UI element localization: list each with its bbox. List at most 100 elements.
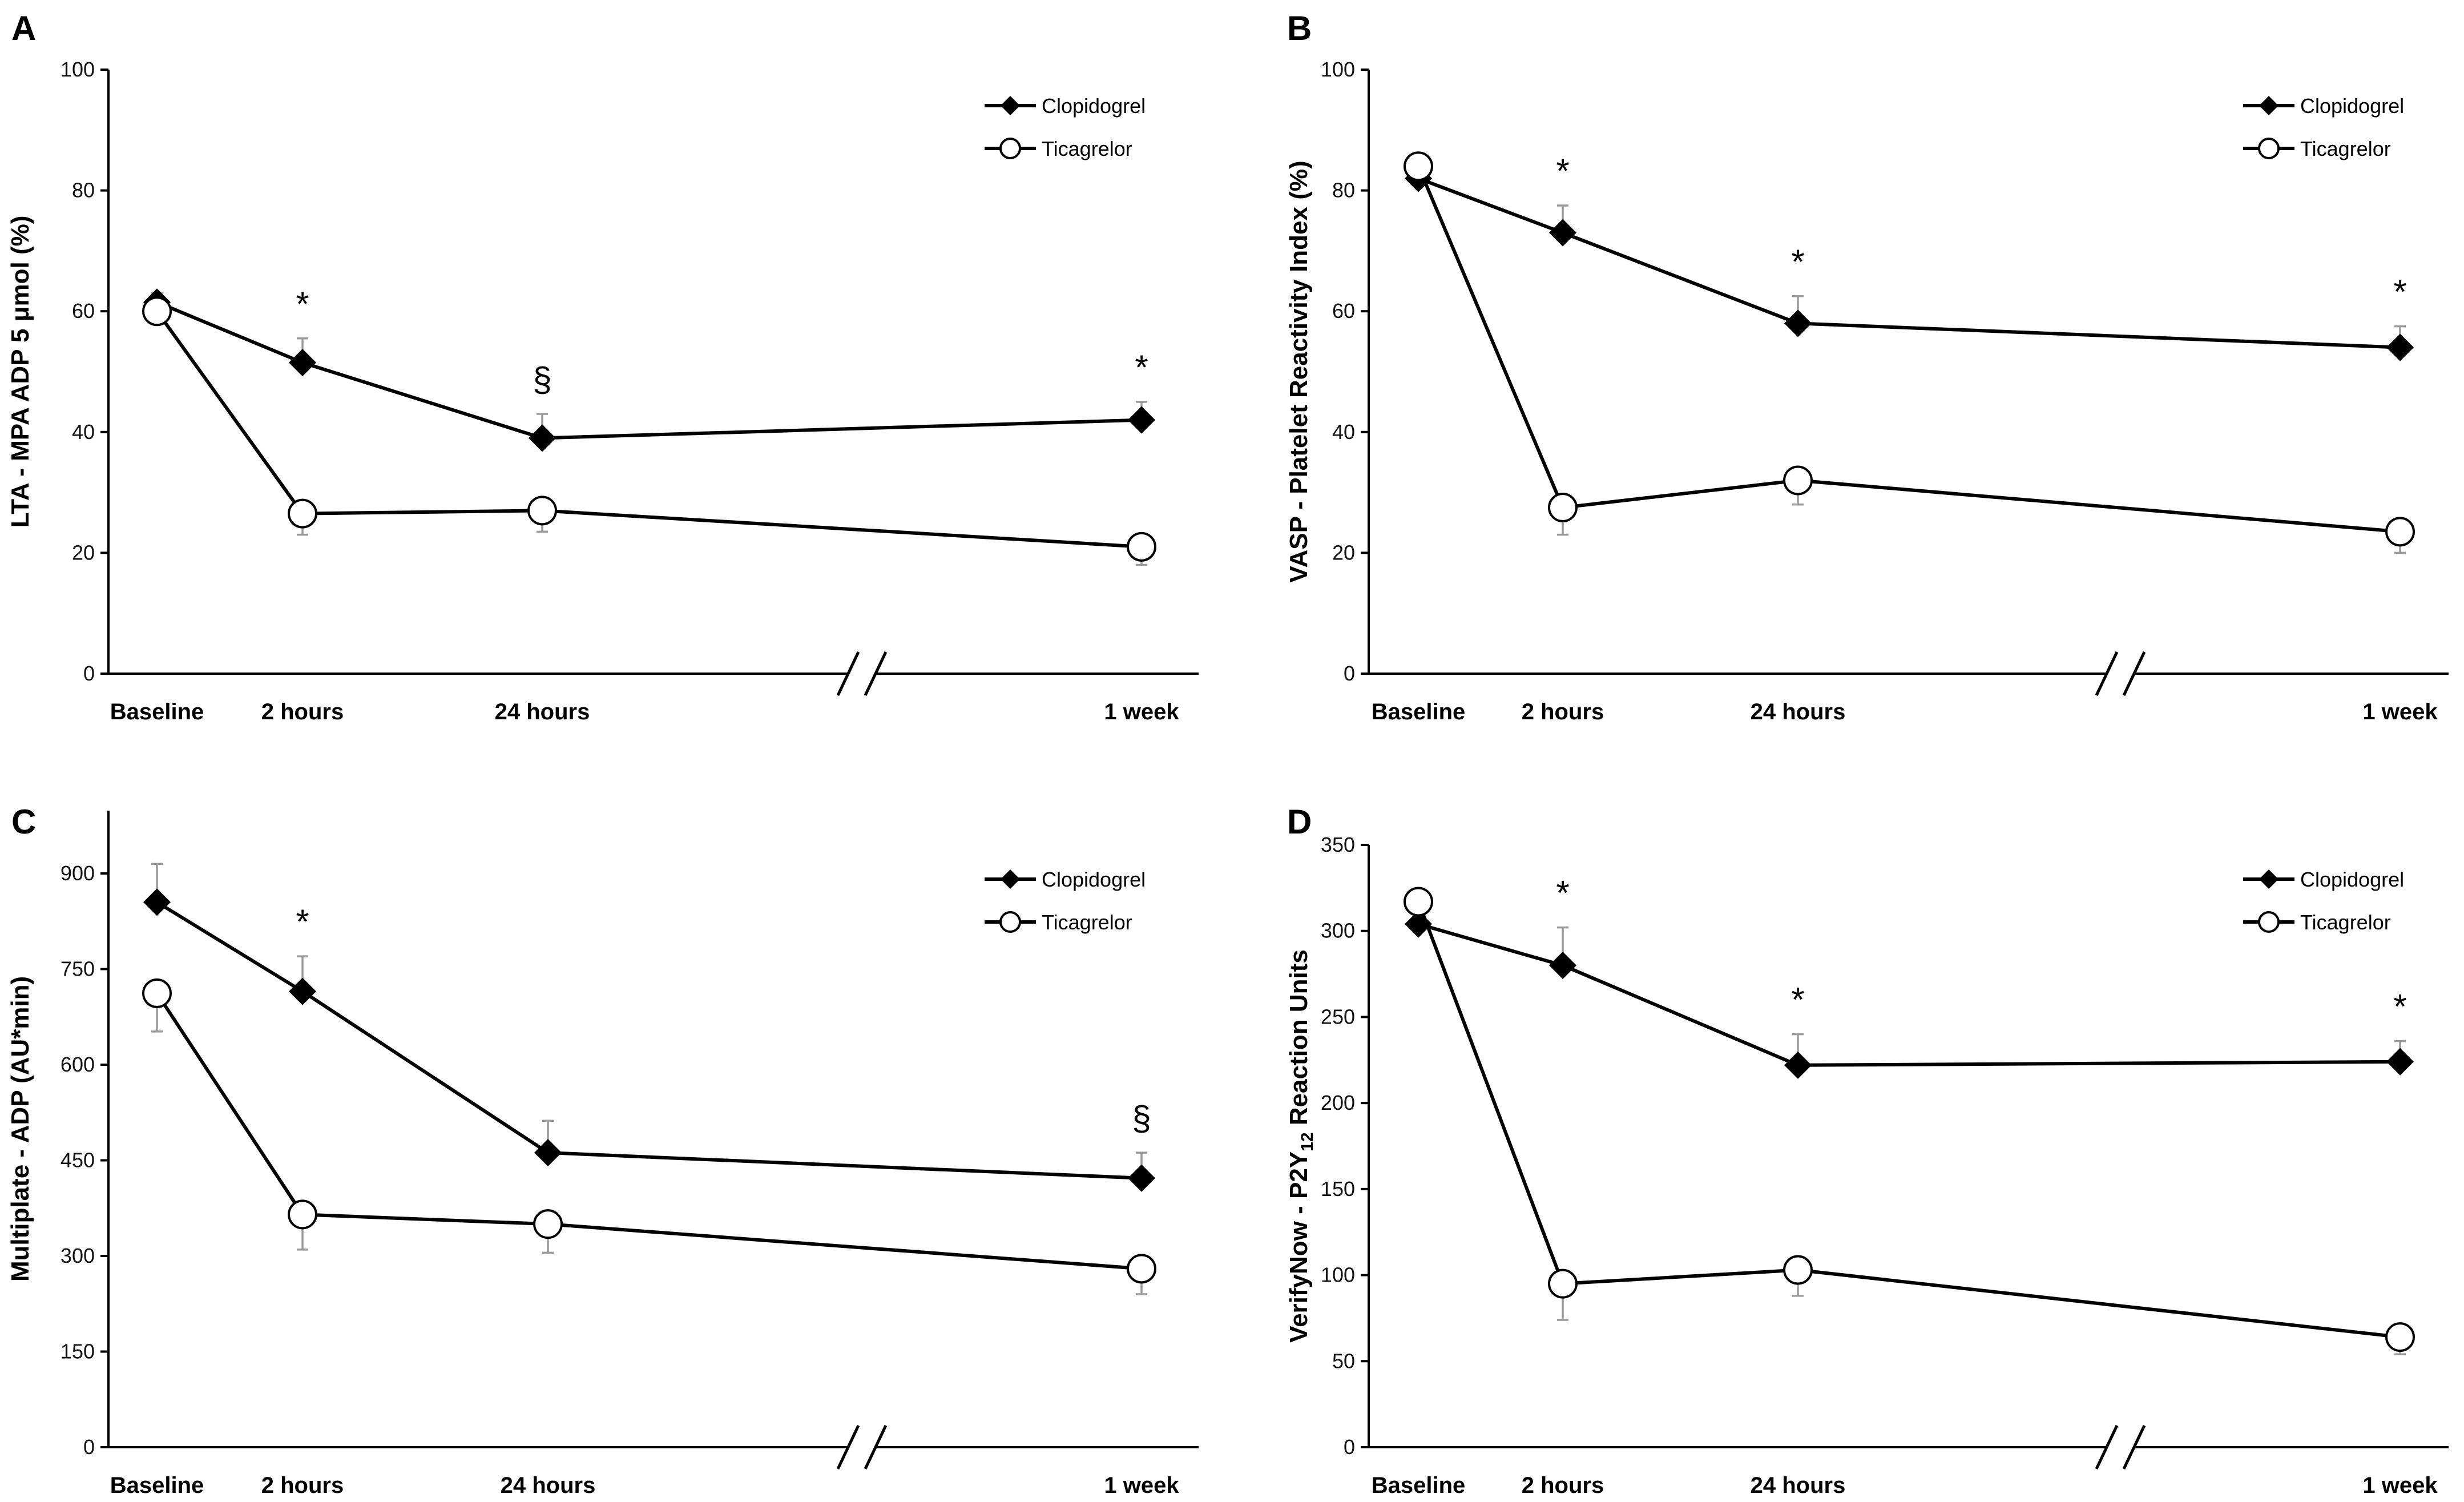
data-point-circle (2385, 1322, 2415, 1352)
data-point-diamond (289, 977, 316, 1005)
chart-panel-a: A 0 20 40 60 80 100 Baseline 2 hours 24 hours 1 we… (6, 9, 1199, 724)
y-tick-label: 0 (1344, 1435, 1355, 1459)
y-tick-label: 150 (1321, 1177, 1355, 1201)
series-line (1417, 166, 2401, 534)
y-tick-label: 300 (61, 1244, 95, 1267)
y-axis-label: VerifyNow - P2Y12 Reaction Units (1285, 949, 1317, 1343)
series-ticagrelor (142, 296, 1156, 566)
y-tick-label: 900 (61, 861, 95, 885)
data-point-circle (1127, 1254, 1156, 1284)
x-category-label: 24 hours (1751, 699, 1846, 724)
x-category-label: Baseline (110, 1473, 204, 1498)
data-point-circle (142, 296, 172, 327)
significance-marker: * (2393, 988, 2406, 1026)
chart-panel-d: D 0 50 100 150 200 250 300 350 Baseline 2 hours 24 … (1285, 803, 2449, 1498)
axis-break-line (836, 651, 860, 696)
x-category-label: 24 hours (495, 699, 590, 724)
data-point-diamond (1784, 1051, 1812, 1079)
axis-break-mark (836, 651, 888, 696)
axis-break-line (864, 1424, 888, 1470)
y-tick-label: 300 (1321, 919, 1355, 943)
y-axis-label-tail: Reaction Units (1285, 949, 1313, 1132)
y-tick-label: 80 (1332, 179, 1355, 202)
y-axis-label-text: VASP - Platelet Reactivity Index (%) (1285, 160, 1313, 582)
legend: Clopidogrel Ticagrelor (2243, 94, 2404, 160)
series-ticagrelor (1404, 151, 2415, 554)
series-line (156, 900, 1142, 1180)
axis-break-line (2095, 651, 2119, 696)
y-axis-label-text: LTA - MPA ADP 5 μmol (%) (6, 216, 34, 528)
x-category-label: 1 week (2362, 1473, 2438, 1498)
series-line (1417, 176, 2401, 349)
chart-panel-c: C 0 150 300 450 600 750 900 Baseline 2 hours 24 ho… (6, 803, 1199, 1498)
legend-diamond-icon (2259, 96, 2279, 115)
y-axis-label: Multiplate - ADP (AU*min) (6, 976, 34, 1282)
significance-marker: § (1132, 1099, 1151, 1137)
y-tick-label: 0 (83, 1435, 95, 1459)
y-tick-label: 60 (72, 299, 95, 323)
data-point-circle (1127, 531, 1156, 562)
x-category-label: 2 hours (261, 1473, 344, 1498)
legend: Clopidogrel Ticagrelor (985, 868, 1146, 934)
panel-label: A (11, 9, 36, 47)
axis-break-mark (2095, 1424, 2146, 1470)
legend-label: Clopidogrel (1042, 868, 1146, 891)
legend-label: Ticagrelor (1042, 137, 1132, 160)
legend-circle-icon (999, 138, 1021, 159)
data-point-circle (1404, 887, 1433, 917)
legend-label: Clopidogrel (2300, 94, 2404, 118)
axis-break-gap (2107, 1441, 2134, 1453)
data-point-circle (142, 978, 172, 1008)
x-category-label: Baseline (110, 699, 204, 724)
data-point-circle (288, 498, 317, 529)
significance-marker: * (1791, 981, 1804, 1019)
y-tick-label: 100 (1321, 1263, 1355, 1287)
significance-marker: * (1556, 874, 1569, 912)
x-category-label: 2 hours (261, 699, 344, 724)
legend: Clopidogrel Ticagrelor (985, 94, 1146, 160)
axis-break-line (836, 1424, 860, 1470)
y-tick-label: 0 (83, 662, 95, 685)
significance-marker: * (1556, 152, 1569, 190)
significance-marker: § (533, 360, 551, 398)
y-tick-label: 250 (1321, 1005, 1355, 1028)
legend-label: Ticagrelor (2300, 911, 2391, 934)
series-line (156, 300, 1142, 440)
data-point-circle (2385, 517, 2415, 547)
data-point-circle (1548, 1269, 1578, 1299)
series-ticagrelor (142, 978, 1156, 1295)
series-clopidogrel (1405, 910, 2414, 1079)
legend-circle-icon (999, 911, 1021, 933)
panel-label: B (1287, 9, 1312, 47)
y-tick-label: 350 (1321, 833, 1355, 856)
legend-label: Ticagrelor (1042, 911, 1132, 934)
axis-break-gap (848, 668, 876, 679)
series-line (1418, 922, 2401, 1067)
y-axis-label-subscript: 12 (1298, 1132, 1317, 1151)
x-category-label: 1 week (1104, 1473, 1179, 1498)
axis-break-mark (2095, 651, 2146, 696)
x-category-label: Baseline (1372, 1473, 1466, 1498)
y-tick-label: 50 (1332, 1349, 1355, 1372)
data-point-diamond (1128, 406, 1155, 434)
y-tick-label: 20 (1332, 541, 1355, 564)
series-ticagrelor (1404, 887, 2415, 1355)
data-point-diamond (1549, 219, 1576, 247)
y-tick-label: 100 (1321, 58, 1355, 81)
legend-label: Clopidogrel (2300, 868, 2404, 891)
significance-marker: * (2393, 273, 2406, 311)
chart-panel-b: B 0 20 40 60 80 100 Baseline 2 hours 24 hours 1 we… (1285, 9, 2449, 724)
data-point-diamond (1128, 1164, 1155, 1192)
x-category-label: 24 hours (501, 1473, 596, 1498)
x-category-label: 2 hours (1522, 699, 1604, 724)
axis-break-line (2095, 1424, 2119, 1470)
y-tick-label: 80 (72, 179, 95, 202)
data-point-circle (1783, 465, 1813, 496)
series-line (1417, 901, 2401, 1339)
data-point-diamond (289, 349, 316, 377)
x-category-label: 1 week (1104, 699, 1179, 724)
significance-marker: * (296, 903, 309, 941)
series-clopidogrel (143, 288, 1155, 452)
x-category-label: Baseline (1372, 699, 1466, 724)
